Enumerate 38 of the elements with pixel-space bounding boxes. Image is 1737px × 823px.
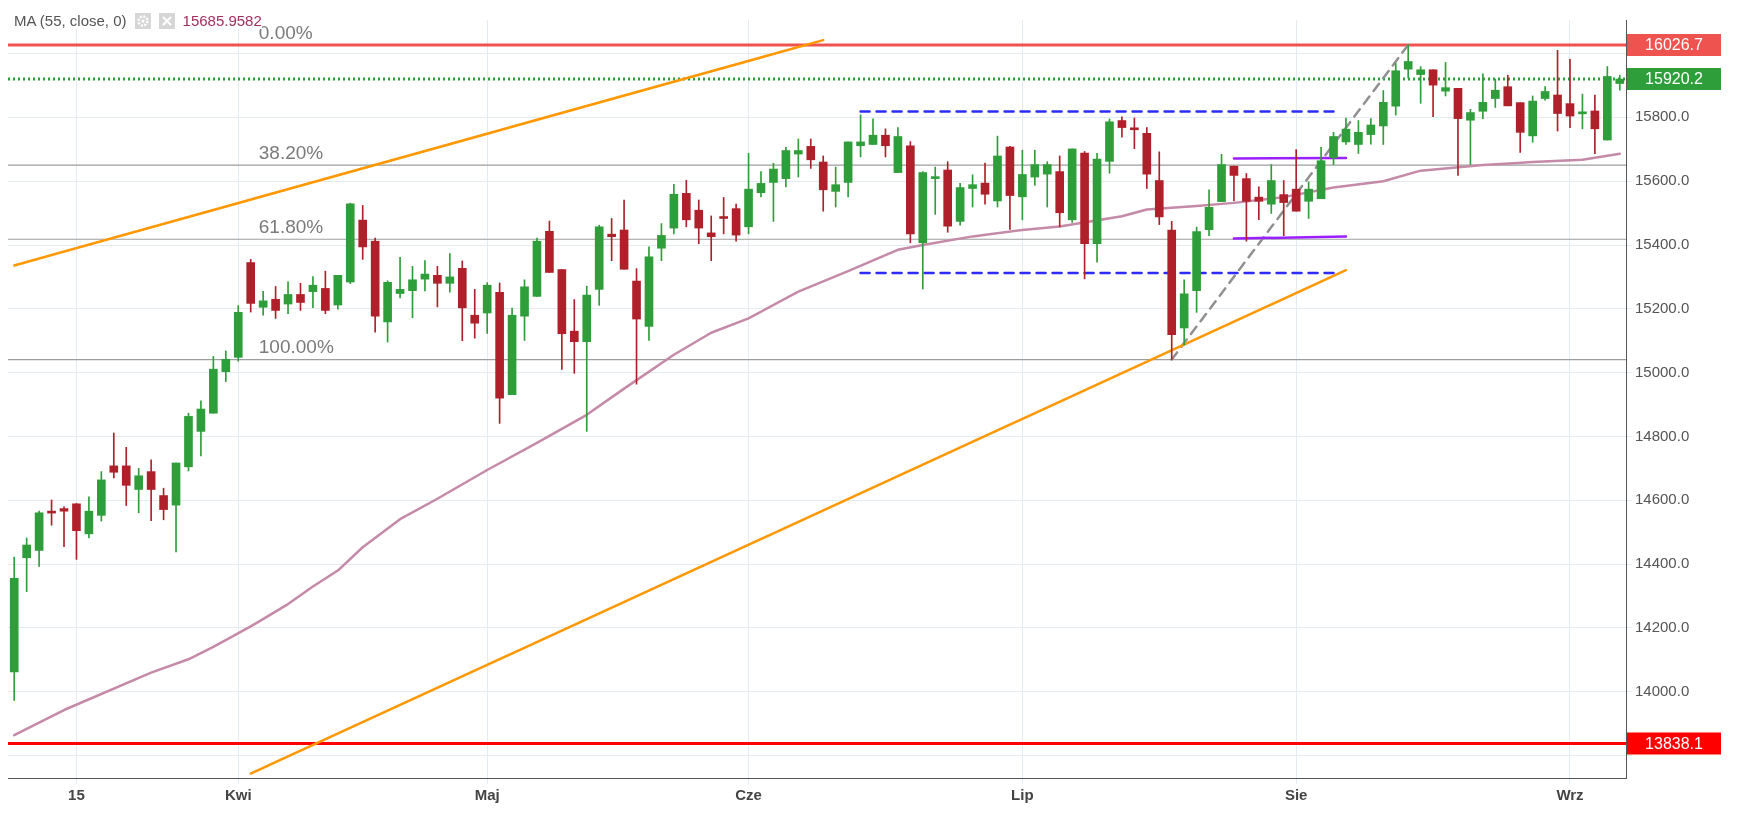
ref-line-label: 16026.7 xyxy=(1645,36,1704,54)
candlestick xyxy=(706,215,716,261)
y-tick-label: 15600.0 xyxy=(1635,171,1690,189)
candlestick xyxy=(59,506,69,547)
chart-title: MA (55, close, 0) xyxy=(14,12,127,29)
candlestick xyxy=(470,289,480,339)
candlestick xyxy=(395,257,405,299)
candlestick xyxy=(308,276,318,308)
y-tick-label: 14600.0 xyxy=(1635,490,1690,508)
annotation: 61.80% xyxy=(258,216,324,237)
candlestick xyxy=(1279,180,1289,237)
y-tick-label: 14200.0 xyxy=(1635,618,1690,636)
candlestick xyxy=(1565,58,1575,128)
x-tick-label: Maj xyxy=(474,786,500,804)
ref-line-label: 13838.1 xyxy=(1645,734,1704,752)
y-tick-label: 14000.0 xyxy=(1635,681,1690,699)
candlestick xyxy=(569,299,579,374)
y-tick-label: 14400.0 xyxy=(1635,554,1690,572)
candlestick xyxy=(1254,186,1264,221)
candlestick xyxy=(1042,161,1052,208)
y-tick-label: 15200.0 xyxy=(1635,298,1690,316)
y-tick-label: 14800.0 xyxy=(1635,426,1690,444)
candlestick xyxy=(930,166,940,215)
ref-line-label: 15920.2 xyxy=(1645,70,1704,88)
y-tick-label: 15800.0 xyxy=(1635,107,1690,125)
x-tick-label: Kwi xyxy=(224,786,252,804)
annotation: 38.20% xyxy=(258,141,324,163)
y-tick-label: 15400.0 xyxy=(1635,235,1690,253)
chart-subtitle: 15685.9582 xyxy=(182,12,262,29)
x-tick-label: Sie xyxy=(1284,786,1308,804)
candlestick xyxy=(109,432,119,479)
x-tick-label: 15 xyxy=(68,786,85,804)
annotation: 100.00% xyxy=(258,336,334,358)
candlestick xyxy=(445,253,455,293)
x-tick-label: Cze xyxy=(735,786,762,804)
x-tick-label: Wrz xyxy=(1556,786,1584,804)
x-tick-label: Lip xyxy=(1011,786,1034,804)
y-tick-label: 15000.0 xyxy=(1635,362,1690,380)
